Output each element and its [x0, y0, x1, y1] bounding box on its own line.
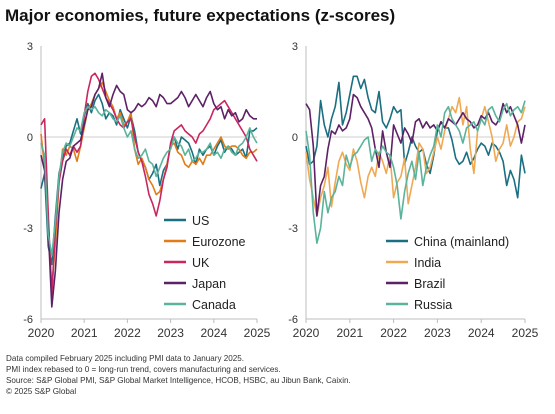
legend-label-russia: Russia — [414, 298, 452, 312]
x-tick-label: 2022 — [380, 326, 407, 340]
series-line-canada — [40, 105, 258, 257]
footnote-source: Source: S&P Global PMI, S&P Global Marke… — [6, 376, 351, 385]
x-tick-label: 2024 — [468, 326, 495, 340]
y-tick-label: -3 — [23, 223, 33, 235]
y-tick-label: -6 — [23, 314, 33, 326]
footnote-copyright: © 2025 S&P Global — [6, 387, 77, 396]
x-tick-label: 2020 — [293, 326, 320, 340]
legend-label-us: US — [192, 214, 209, 228]
legend-label-india: India — [414, 256, 441, 270]
series-line-japan — [40, 72, 257, 308]
x-tick-label: 2021 — [336, 326, 363, 340]
series-line-uk — [40, 72, 258, 296]
y-tick-label: 0 — [27, 132, 33, 144]
y-tick-label: 3 — [292, 41, 298, 53]
y-tick-label: -6 — [288, 314, 298, 326]
footnote-data-compiled: Data compiled February 2025 including PM… — [6, 354, 245, 363]
x-tick-label: 2022 — [114, 326, 141, 340]
x-tick-label: 2021 — [71, 326, 98, 340]
x-tick-label: 2025 — [244, 326, 271, 340]
y-tick-label: 3 — [27, 41, 33, 53]
x-tick-label: 2023 — [157, 326, 184, 340]
legend-label-china-mainland: China (mainland) — [414, 235, 509, 249]
y-tick-label: 0 — [292, 132, 298, 144]
legend-label-uk: UK — [192, 256, 210, 270]
series-line-india — [305, 96, 526, 217]
footnote-pmi-index: PMI index rebased to 0 = long-run trend,… — [6, 365, 281, 374]
series-line-china-mainland — [305, 75, 526, 199]
legend-label-japan: Japan — [192, 277, 226, 291]
chart-title: Major economies, future expectations (z-… — [5, 6, 396, 25]
legend-label-eurozone: Eurozone — [192, 235, 246, 249]
x-tick-label: 2023 — [424, 326, 451, 340]
series-line-eurozone — [40, 81, 258, 290]
series-line-russia — [305, 100, 526, 244]
legend-label-brazil: Brazil — [414, 277, 445, 291]
x-tick-label: 2020 — [28, 326, 55, 340]
x-tick-label: 2024 — [200, 326, 227, 340]
series-line-brazil — [305, 93, 526, 217]
legend-label-canada: Canada — [192, 298, 236, 312]
footnotes: Data compiled February 2025 including PM… — [6, 353, 351, 397]
x-tick-label: 2025 — [512, 326, 539, 340]
y-tick-label: -3 — [288, 223, 298, 235]
